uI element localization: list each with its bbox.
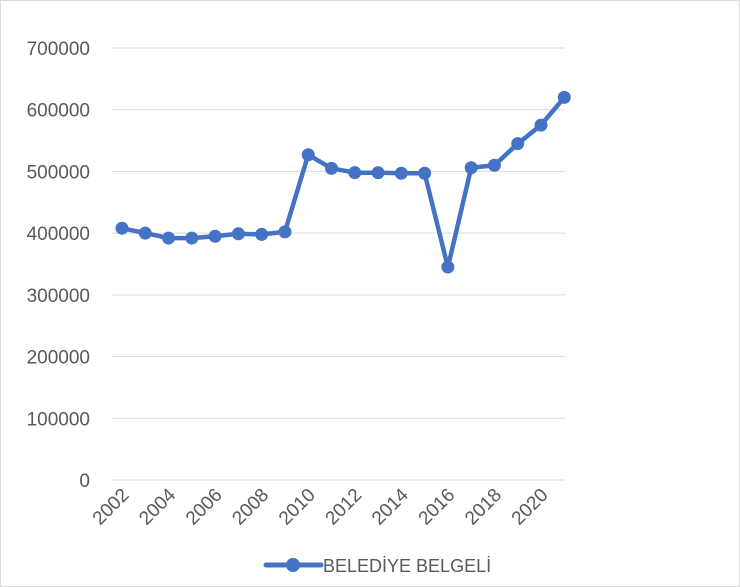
data-point <box>534 118 548 132</box>
y-tick-label: 100000 <box>27 409 90 430</box>
legend-dot-marker <box>286 558 300 572</box>
x-tick-label: 2002 <box>89 485 134 530</box>
data-point <box>255 227 269 241</box>
x-tick-label: 2012 <box>322 485 367 530</box>
data-point <box>162 231 176 245</box>
x-tick-label: 2004 <box>135 484 180 529</box>
y-tick-label: 600000 <box>27 101 90 122</box>
y-tick-label: 300000 <box>27 286 90 307</box>
data-point <box>278 225 292 239</box>
y-tick-label: 200000 <box>27 348 90 369</box>
gridlines <box>112 47 565 481</box>
x-tick-label: 2010 <box>275 485 320 530</box>
data-point <box>208 229 222 243</box>
y-tick-label: 700000 <box>27 39 90 60</box>
legend-label: BELEDİYE BELGELİ <box>323 556 491 576</box>
data-point <box>231 227 245 241</box>
x-tick-label: 2016 <box>415 485 460 530</box>
data-point <box>557 90 571 104</box>
data-point <box>325 161 338 175</box>
y-tick-label: 500000 <box>27 162 90 183</box>
x-tick-label: 2020 <box>508 485 553 530</box>
data-point <box>371 166 385 180</box>
x-tick-label: 2006 <box>182 485 227 530</box>
data-point <box>138 226 152 240</box>
legend: BELEDİYE BELGELİ <box>263 556 491 576</box>
y-axis-ticks: 0 100000 200000 300000 400000 500000 600000 700… <box>27 39 90 492</box>
data-point <box>441 260 455 274</box>
data-point <box>394 166 408 180</box>
x-tick-label: 2008 <box>228 485 273 530</box>
x-axis-ticks: 2002 2004 2006 2008 2010 2012 2014 2016 2018 2020 <box>89 484 553 529</box>
series-layer <box>115 90 571 274</box>
data-point <box>464 161 478 175</box>
y-tick-label: 400000 <box>27 224 90 245</box>
data-point <box>301 148 315 162</box>
data-point <box>418 166 432 180</box>
data-point <box>487 158 501 172</box>
data-point <box>511 137 525 151</box>
data-point <box>348 166 362 180</box>
data-point <box>115 221 129 235</box>
x-tick-label: 2018 <box>461 485 506 530</box>
y-tick-label: 0 <box>79 471 90 492</box>
data-point <box>185 231 199 245</box>
x-tick-label: 2014 <box>368 484 413 529</box>
